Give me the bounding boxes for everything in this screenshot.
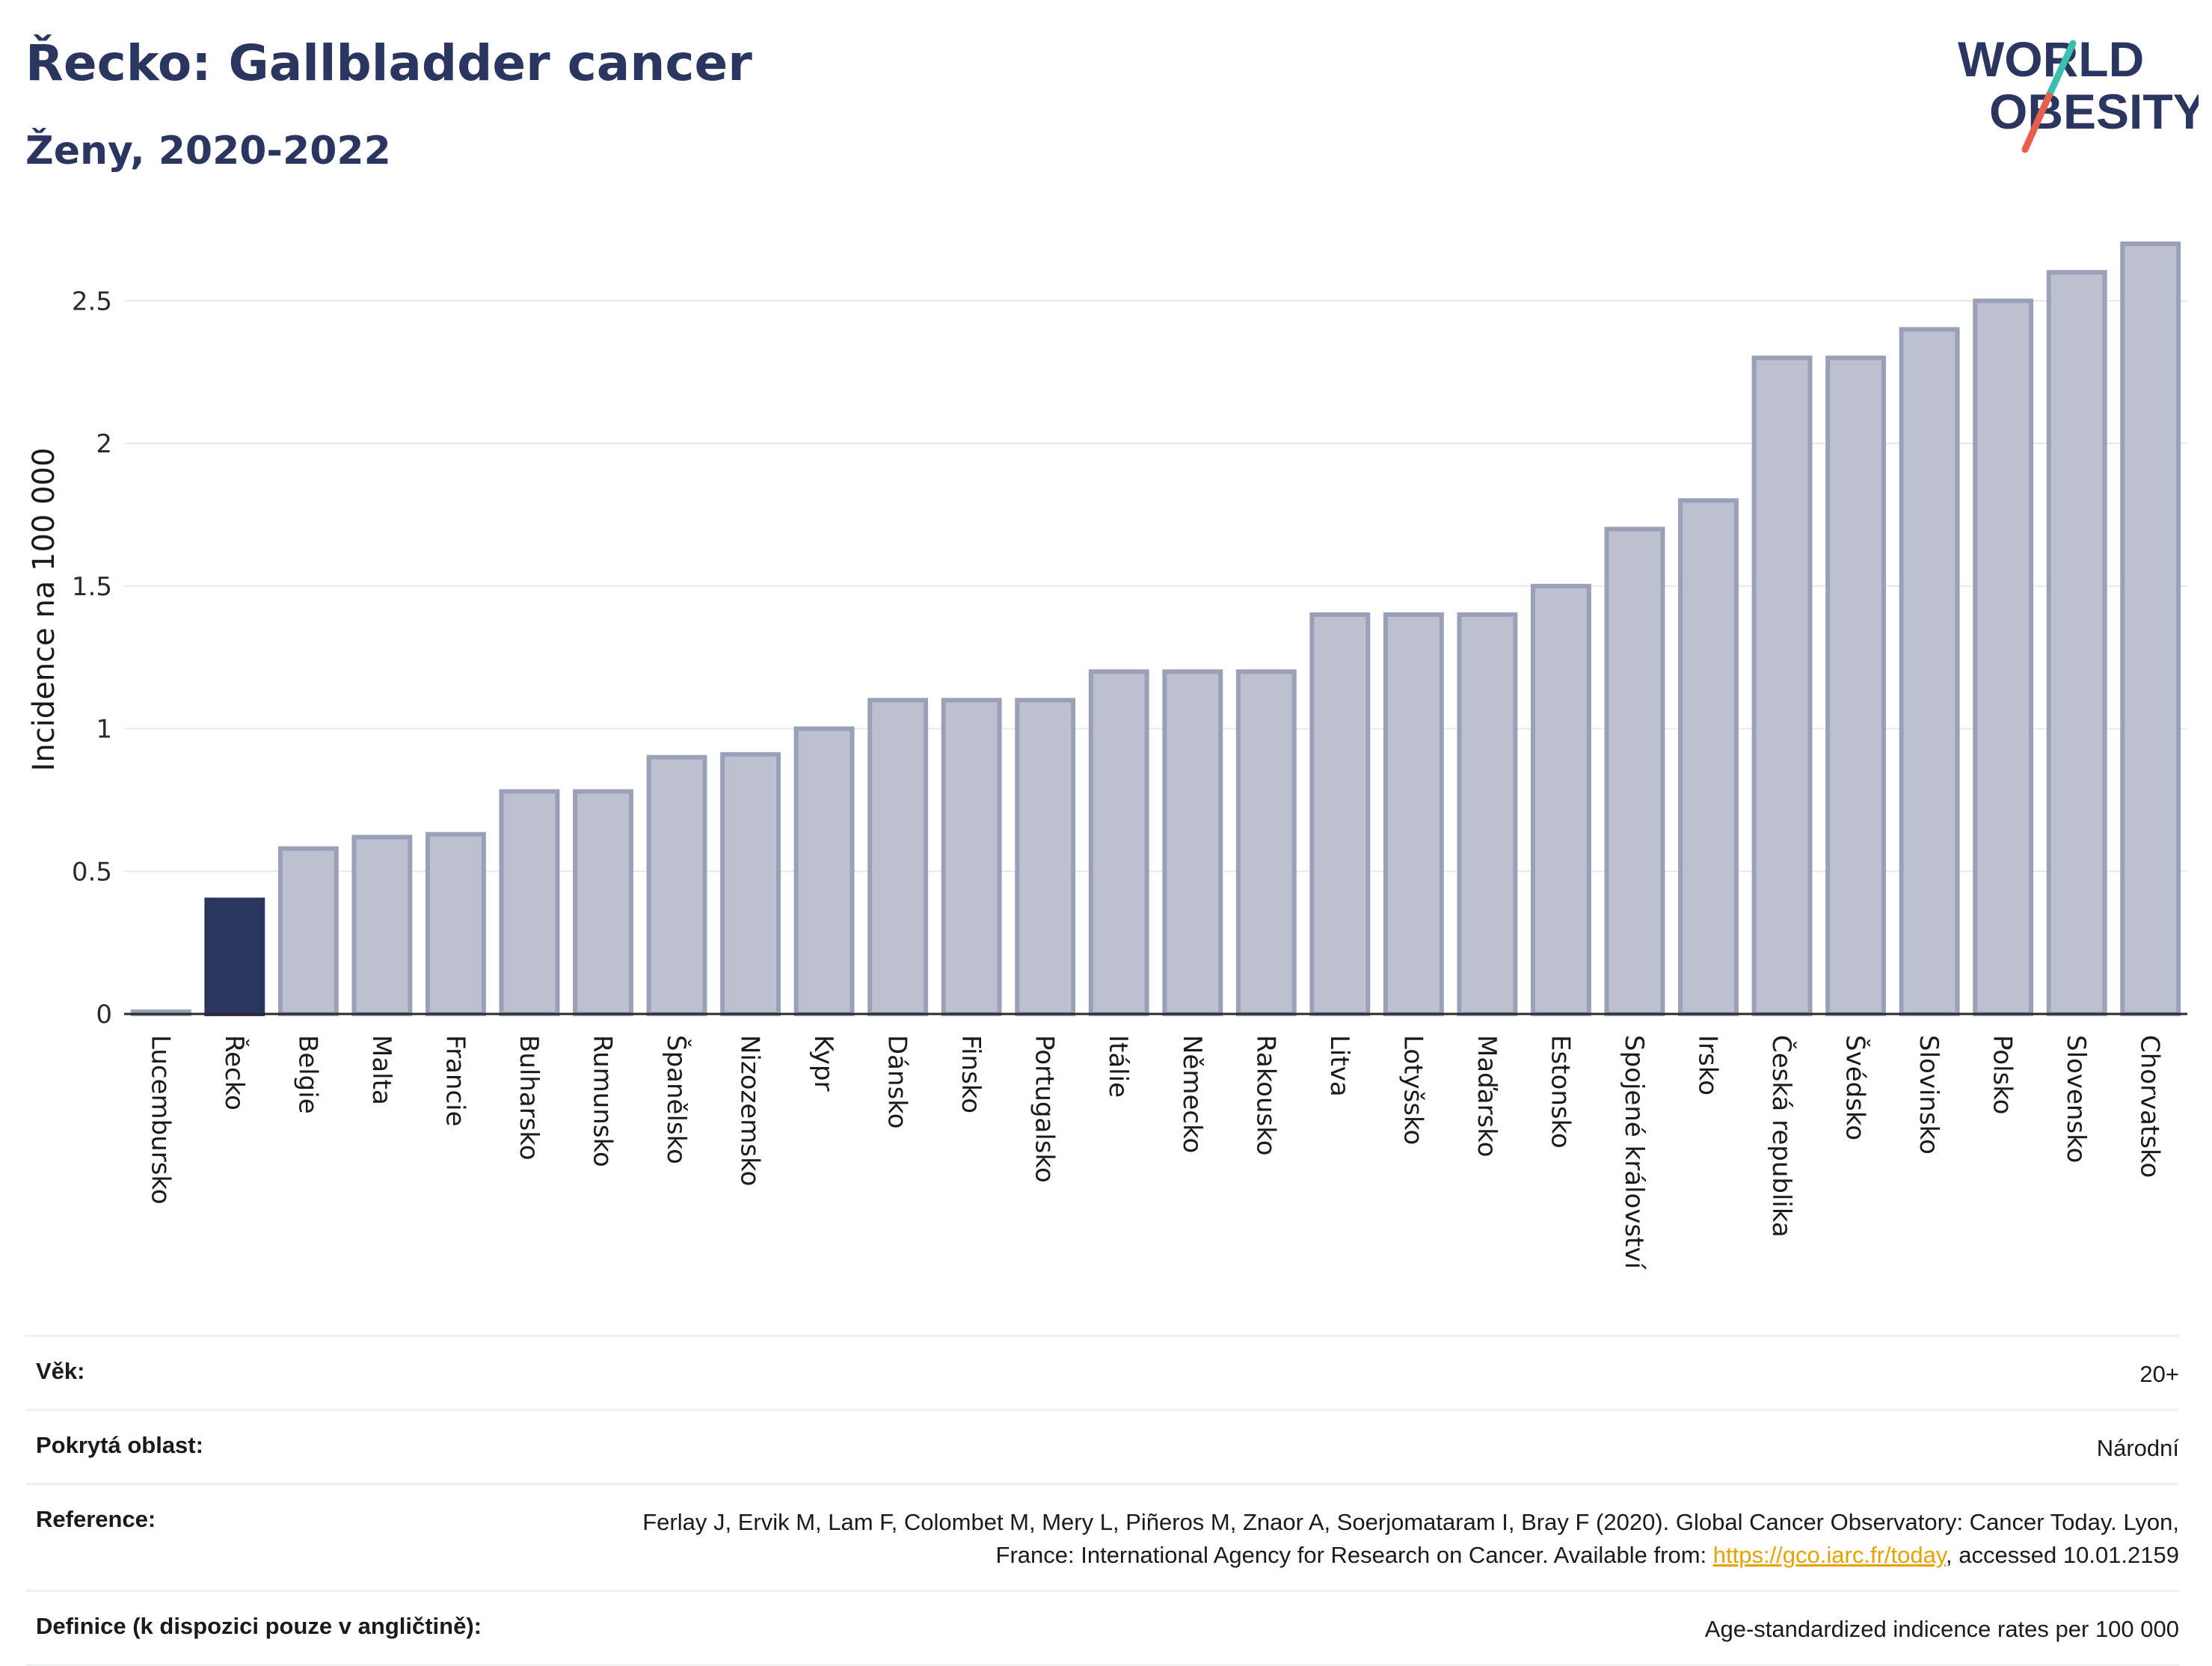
x-tick-label: Chorvatsko [2135, 1035, 2165, 1178]
bar [941, 698, 1002, 1016]
x-tick-label: Španělsko [661, 1035, 692, 1164]
meta-label: Pokrytá oblast: [36, 1432, 203, 1458]
bar [1088, 669, 1149, 1016]
x-tick-label: Slovensko [2061, 1035, 2091, 1163]
x-tick-label: Estonsko [1545, 1035, 1575, 1149]
x-tick-label: Švédsko [1840, 1035, 1871, 1140]
y-tick-label: 1 [96, 715, 112, 745]
x-tick-label: Bulharsko [514, 1035, 544, 1161]
x-tick-label: Francie [440, 1035, 470, 1127]
x-tick-label: Malta [366, 1035, 396, 1105]
bar [2120, 242, 2181, 1016]
bar [1678, 498, 1739, 1016]
meta-value: Národní [2096, 1435, 2179, 1461]
x-tick-label: Rakousko [1250, 1035, 1280, 1156]
bar [720, 751, 781, 1017]
bar [1531, 583, 1591, 1016]
meta-row-coverage: Pokrytá oblast: Národní [25, 1409, 2179, 1483]
x-tick-label: Irsko [1693, 1035, 1723, 1095]
meta-label: Věk: [36, 1358, 85, 1384]
bar [1162, 669, 1223, 1016]
meta-label: Reference: [36, 1506, 156, 1532]
meta-label: Definice (k dispozici pouze v angličtině… [36, 1613, 482, 1639]
x-tick-label: Lotyšsko [1398, 1035, 1428, 1145]
x-tick-label: Polsko [1988, 1035, 2018, 1115]
bar [425, 832, 486, 1016]
bar [573, 789, 633, 1016]
bar [1457, 612, 1518, 1016]
reference-link[interactable]: https://gco.iarc.fr/today [1712, 1542, 1947, 1568]
x-tick-label: Maďarsko [1472, 1035, 1502, 1158]
x-tick-label: Rumunsko [587, 1035, 617, 1167]
x-tick-labels: Lucembursko Řecko Belgie Malta Francie Bulhar… [145, 1035, 2164, 1270]
y-tick-labels: 0 0.5 1 1.5 2 2.5 [72, 286, 112, 1030]
bar [204, 897, 265, 1016]
x-tick-label: Německo [1177, 1035, 1207, 1153]
bar [1383, 612, 1444, 1016]
chart-title: Řecko: Gallbladder cancer [25, 34, 752, 92]
logo-line2: OBESITY [1989, 84, 2199, 139]
world-obesity-logo: WORLD OBESITY [1958, 31, 2199, 153]
y-tick-label: 2 [96, 429, 112, 459]
x-tick-label: Lucembursko [145, 1035, 175, 1205]
meta-row-reference: Reference: Ferlay J, Ervik M, Lam F, Col… [25, 1483, 2179, 1590]
x-tick-label: Spojené království [1619, 1035, 1649, 1270]
bar-chart: 0 0.5 1 1.5 2 2.5 Lucembursko Řecko Belgie Malta… [27, 242, 2187, 1270]
meta-value: 20+ [2139, 1361, 2179, 1387]
metadata-table: Věk: 20+ Pokrytá oblast: Národní Referen… [25, 1335, 2179, 1666]
x-tick-label: Portugalsko [1030, 1035, 1060, 1183]
x-tick-label: Finsko [956, 1035, 986, 1113]
bar [1015, 698, 1076, 1016]
bars [130, 242, 2181, 1017]
x-tick-label: Dánsko [882, 1035, 912, 1129]
bar [1309, 612, 1371, 1016]
bar [2046, 270, 2107, 1017]
bar [277, 846, 339, 1016]
logo-slash-teal [2045, 40, 2077, 99]
reference-text: Ferlay J, Ervik M, Lam F, Colombet M, Me… [642, 1509, 2179, 1568]
reference-accessed: , accessed 10.01.2159 [1946, 1542, 2179, 1568]
bar [1235, 669, 1297, 1016]
logo-line1: WORLD [1958, 31, 2144, 87]
y-tick-label: 0.5 [72, 857, 112, 887]
y-tick-label: 1.5 [72, 572, 112, 602]
x-tick-label: Řecko [219, 1035, 250, 1110]
bar [867, 698, 929, 1016]
meta-row-age: Věk: 20+ [25, 1335, 2179, 1409]
x-tick-label: Kypr [808, 1035, 838, 1092]
bar [1604, 526, 1665, 1016]
x-tick-label: Litva [1324, 1035, 1354, 1097]
y-tick-label: 0 [96, 1000, 112, 1030]
x-tick-label: Itálie [1103, 1035, 1133, 1098]
x-tick-label: Slovinsko [1914, 1035, 1944, 1155]
chart-subtitle: Ženy, 2020-2022 [25, 129, 391, 173]
x-tick-label: Česká republika [1766, 1035, 1797, 1238]
meta-value: Ferlay J, Ervik M, Lam F, Colombet M, Me… [571, 1506, 2179, 1572]
x-tick-label: Belgie [292, 1035, 322, 1114]
bar [1899, 327, 1960, 1016]
bar [1825, 355, 1887, 1016]
bar [646, 754, 707, 1017]
bar [499, 789, 560, 1016]
bar [1973, 298, 2034, 1016]
y-axis-label: Incidence na 100 000 [27, 448, 61, 772]
y-tick-label: 2.5 [72, 286, 112, 316]
logo-slash-red [2021, 92, 2053, 153]
meta-value: Age-standardized indicence rates per 100… [1704, 1616, 2179, 1642]
bar [351, 834, 413, 1016]
x-tick-label: Nizozemsko [735, 1035, 765, 1186]
bar [1751, 355, 1813, 1016]
bar [793, 726, 855, 1016]
